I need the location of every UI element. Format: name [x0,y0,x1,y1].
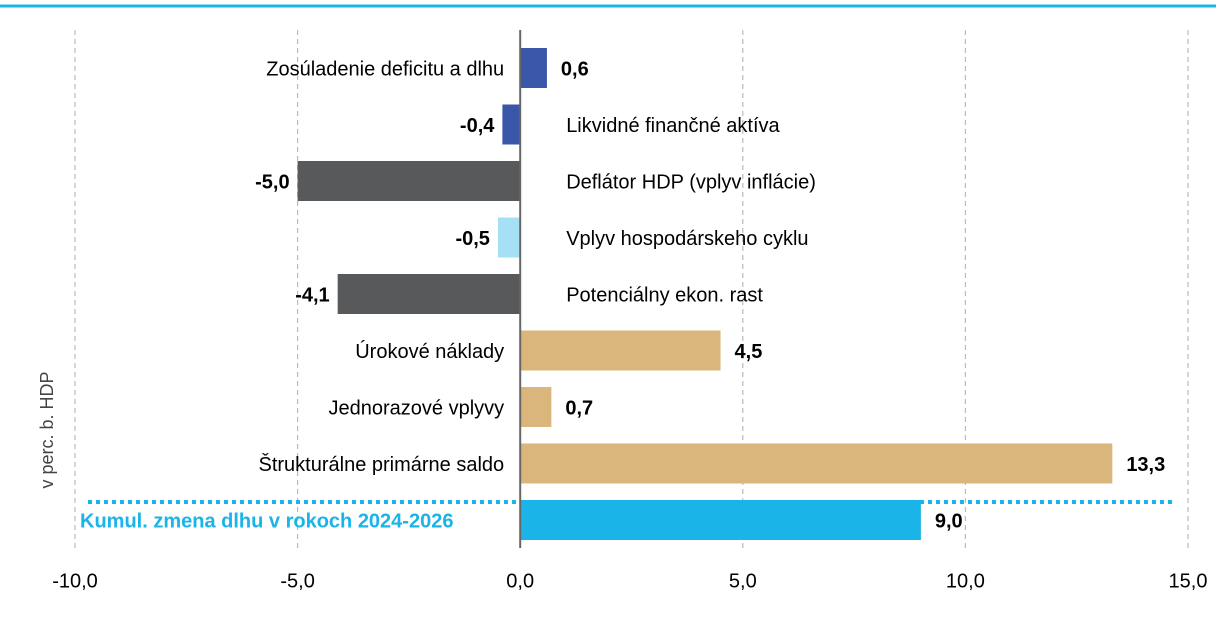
bar [337,274,521,314]
category-label: Zosúladenie deficitu a dlhu [266,58,504,80]
category-label: Deflátor HDP (vplyv inflácie) [566,171,816,193]
bar [520,330,721,371]
x-tick-label: 15,0 [1169,570,1208,592]
x-tick-label: -10,0 [52,570,98,592]
x-tick-label: -5,0 [280,570,314,592]
value-label: -0,5 [455,228,489,250]
category-label: Kumul. zmena dlhu v rokoch 2024-2026 [80,510,453,532]
x-tick-label: 10,0 [946,570,985,592]
value-label: 0,7 [565,397,593,419]
bar [520,48,547,88]
category-label: Štrukturálne primárne saldo [259,453,505,476]
category-label: Likvidné finančné aktíva [566,115,780,137]
category-label: Úrokové náklady [355,340,504,363]
bar [520,387,552,427]
y-axis-label: v perc. b. HDP [37,371,57,488]
x-tick-label: 0,0 [506,570,534,592]
category-label: Potenciálny ekon. rast [566,284,763,306]
bar [520,500,921,540]
category-label: Jednorazové vplyvy [329,397,505,419]
bar [520,443,1113,484]
category-label: Vplyv hospodárskeho cyklu [566,228,808,250]
bar [297,161,521,201]
value-label: 13,3 [1126,454,1165,476]
bar [497,217,521,258]
bar [502,104,521,145]
x-tick-label: 5,0 [729,570,757,592]
value-label: 4,5 [735,341,763,363]
value-label: -0,4 [460,115,495,137]
value-label: -5,0 [255,171,289,193]
value-label: 0,6 [561,58,589,80]
value-label: -4,1 [295,284,329,306]
value-label: 9,0 [935,510,963,532]
